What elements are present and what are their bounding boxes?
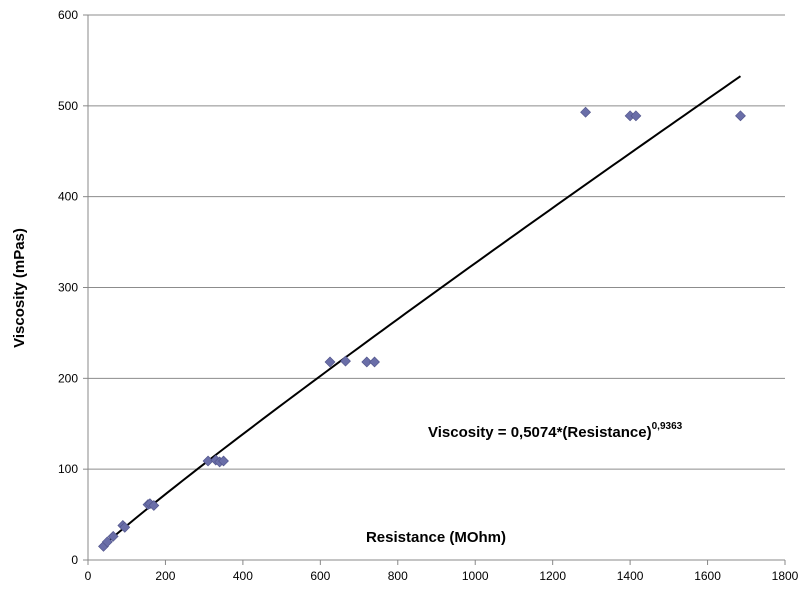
data-point-1 [101, 536, 113, 548]
x-tick-label-600: 600 [310, 569, 330, 583]
x-tick-label-800: 800 [388, 569, 408, 583]
x-tick-label-1000: 1000 [462, 569, 489, 583]
trendline-equation: Viscosity = 0,5074*(Resistance)0,9363 [428, 421, 683, 441]
x-tick-label-1800: 1800 [772, 569, 799, 583]
data-point-14 [361, 356, 373, 368]
x-tick-labels: 0 200 400 600 800 1000 1200 1400 1600 1800 [85, 560, 799, 583]
trendline-group [102, 75, 742, 547]
x-tick-label-200: 200 [155, 569, 175, 583]
x-tick-label-1400: 1400 [617, 569, 644, 583]
data-point-19 [735, 110, 746, 122]
trendline [102, 75, 742, 547]
equation-text: Viscosity = 0,5074*(Resistance) [428, 424, 652, 441]
equation-exponent: 0,9363 [652, 421, 683, 432]
y-tick-label-100: 100 [58, 462, 78, 476]
x-axis-title: Resistance (MOhm) [366, 529, 506, 546]
y-tick-label-400: 400 [58, 190, 78, 204]
y-tick-label-600: 600 [58, 8, 78, 22]
data-point-2 [107, 530, 119, 542]
data-point-4 [119, 521, 131, 533]
data-point-13 [340, 355, 351, 367]
x-tick-label-0: 0 [85, 569, 92, 583]
data-points [98, 106, 746, 552]
x-tick-label-400: 400 [233, 569, 253, 583]
y-tick-label-0: 0 [71, 553, 78, 567]
y-tick-label-500: 500 [58, 99, 78, 113]
x-tick-label-1200: 1200 [539, 569, 566, 583]
grid-lines [88, 14, 785, 470]
data-point-18 [630, 110, 642, 122]
y-axis-title: Viscosity (mPas) [11, 228, 28, 348]
data-point-15 [369, 356, 380, 368]
data-point-11 [218, 455, 229, 467]
y-tick-labels: 0 100 200 300 400 500 600 [58, 8, 88, 567]
x-tick-label-1600: 1600 [694, 569, 721, 583]
y-tick-label-200: 200 [58, 371, 78, 385]
data-point-12 [324, 356, 336, 368]
data-point-7 [148, 500, 160, 511]
y-tick-label-300: 300 [58, 281, 78, 295]
data-point-16 [580, 106, 592, 118]
